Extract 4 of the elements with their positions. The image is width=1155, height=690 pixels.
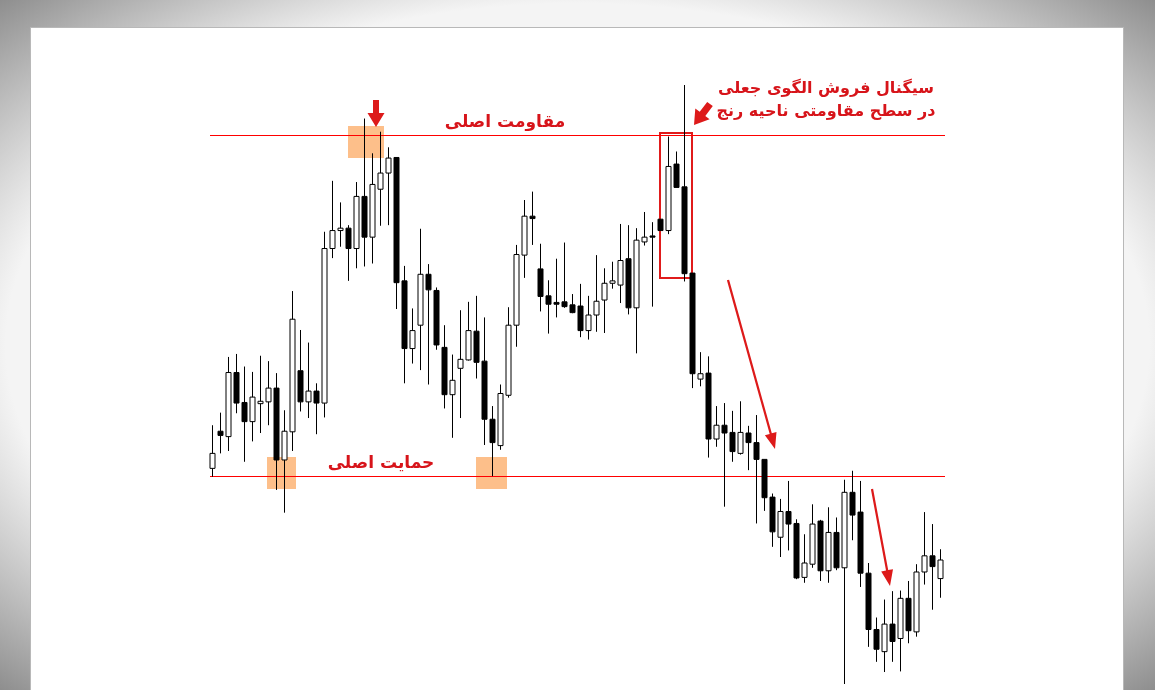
- ref-line-label: حمایت اصلی: [327, 451, 435, 472]
- annotation: سیگنال فروش الگوی جعلی در سطح مقاومتی ناحیه رنج: [716, 78, 936, 120]
- candlestick: [209, 424, 216, 478]
- ref-line-label: مقاومت اصلی: [444, 110, 566, 132]
